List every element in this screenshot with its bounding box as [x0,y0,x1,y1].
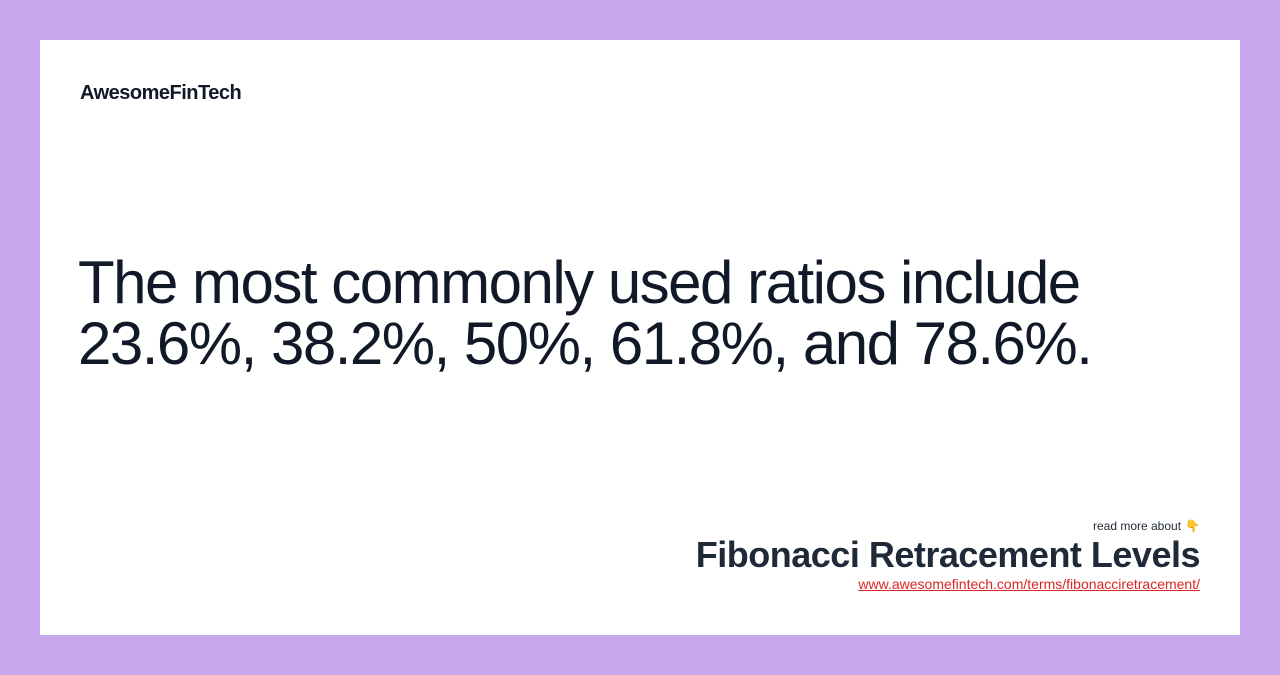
pointing-down-icon: 👇 [1185,519,1200,533]
read-more-row: read more about 👇 [696,517,1200,535]
read-more-label: read more about [1092,519,1182,533]
footer: read more about 👇 Fibonacci Retracement L… [695,517,1201,594]
quote-text: The most commonly used ratios include 23… [78,249,1093,377]
brand-logo-text[interactable]: AwesomeFinTech [80,82,242,104]
content-card: AwesomeFinTech The most commonly used ra… [40,40,1240,635]
term-link[interactable]: www.awesomefintech.com/terms/fibonaccire… [858,576,1200,592]
term-title: Fibonacci Retracement Levels [695,534,1201,575]
